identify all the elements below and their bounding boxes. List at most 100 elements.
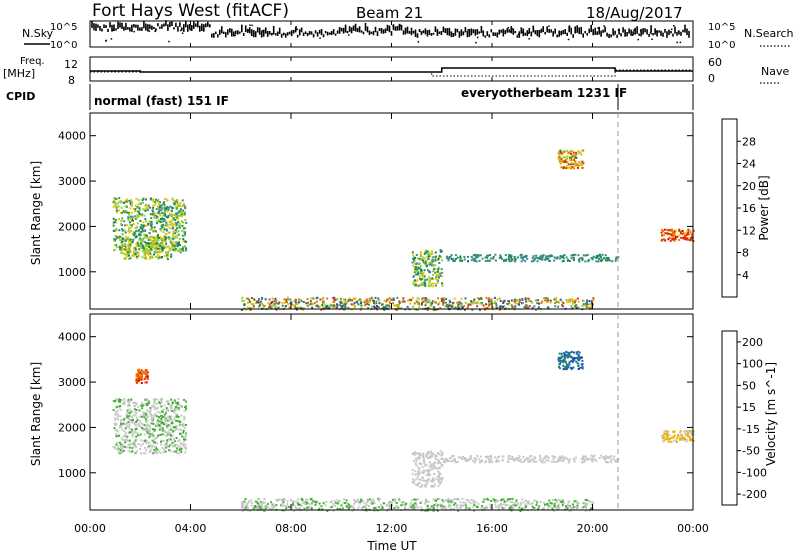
power-echo [573,167,575,170]
power-echo [156,245,159,248]
power-echo [124,231,127,234]
velocity-echo [557,457,560,460]
velocity-echo [122,450,125,452]
velocity-echo [608,456,611,459]
power-echo [153,247,156,250]
velocity-echo [144,381,147,384]
power-echo [506,302,509,305]
power-echo [115,202,118,205]
power-echo [134,227,137,230]
velocity-echo [275,498,278,501]
velocity-echo [561,504,564,507]
power-echo [252,303,255,306]
power-echo [170,209,173,212]
power-echo [249,300,251,303]
power-echo [294,305,297,308]
power-echo [584,260,587,263]
velocity-echo [567,501,570,504]
power-echo [167,251,170,254]
power-echo [180,210,183,213]
velocity-echo [134,424,137,426]
power-echo [177,224,180,227]
velocity-echo [410,506,412,509]
velocity-echo [516,503,519,506]
velocity-echo [561,501,564,504]
power-echo [149,255,152,258]
velocity-echo [511,501,514,504]
velocity-echo [428,461,431,464]
velocity-echo [567,365,570,368]
power-echo [430,264,433,267]
power-echo [350,299,353,302]
power-echo [477,297,480,300]
velocity-echo [591,455,594,458]
power-echo [153,200,156,203]
power-echo [429,278,432,281]
velocity-echo [451,455,454,457]
velocity-echo [134,401,137,404]
velocity-echo [128,431,131,434]
velocity-echo [584,498,587,501]
velocity-echo [174,429,177,432]
velocity-echo [437,479,440,481]
velocity-echo [124,427,127,430]
power-echo [527,306,530,309]
velocity-echo [297,503,300,506]
velocity-echo [139,415,142,418]
power-echo [561,300,564,303]
power-echo [374,302,377,305]
power-echo [369,300,371,303]
velocity-echo [147,428,150,431]
velocity-echo [165,409,168,412]
power-echo [160,224,163,227]
velocity-echo [558,499,561,502]
velocity-echo [453,501,455,504]
velocity-echo [662,437,664,440]
velocity-echo [113,427,116,430]
power-echo [397,306,400,308]
velocity-echo [681,438,684,441]
nsearch-sample [251,24,253,27]
velocity-echo [433,485,435,488]
velocity-echo [539,454,541,457]
power-echo [517,299,520,301]
power-echo [423,275,426,278]
power-echo [441,282,444,285]
power-echo [160,245,163,248]
power-echo [173,232,176,235]
power-echo [412,254,415,257]
power-echo [160,249,163,252]
velocity-echo [175,413,178,416]
velocity-echo [590,507,592,510]
power-echo [490,257,493,260]
power-echo [575,163,578,166]
power-echo [165,223,168,226]
power-echo [389,301,391,304]
power-echo [376,305,378,307]
power-echo [467,303,470,306]
velocity-echo [482,500,485,503]
power-echo [123,257,126,260]
velocity-echo [393,500,396,503]
velocity-echo [143,452,145,455]
nsearch-sample [567,38,570,41]
velocity-echo [250,504,253,507]
power-echo [424,284,427,287]
velocity-echo [178,446,181,449]
power-echo [167,208,170,211]
power-echo [669,239,672,242]
velocity-echo [130,410,133,413]
velocity-echo [494,500,497,503]
power-echo [421,301,423,304]
power-echo [555,257,558,260]
velocity-echo [180,414,183,417]
velocity-echo [118,452,121,455]
power-echo [172,233,175,235]
power-echo [576,297,579,300]
velocity-echo [510,506,513,509]
x-tick-label: 16:00 [476,522,508,535]
power-echo [363,301,366,304]
power-echo [383,299,386,302]
power-echo [432,285,435,288]
power-echo [177,205,180,208]
